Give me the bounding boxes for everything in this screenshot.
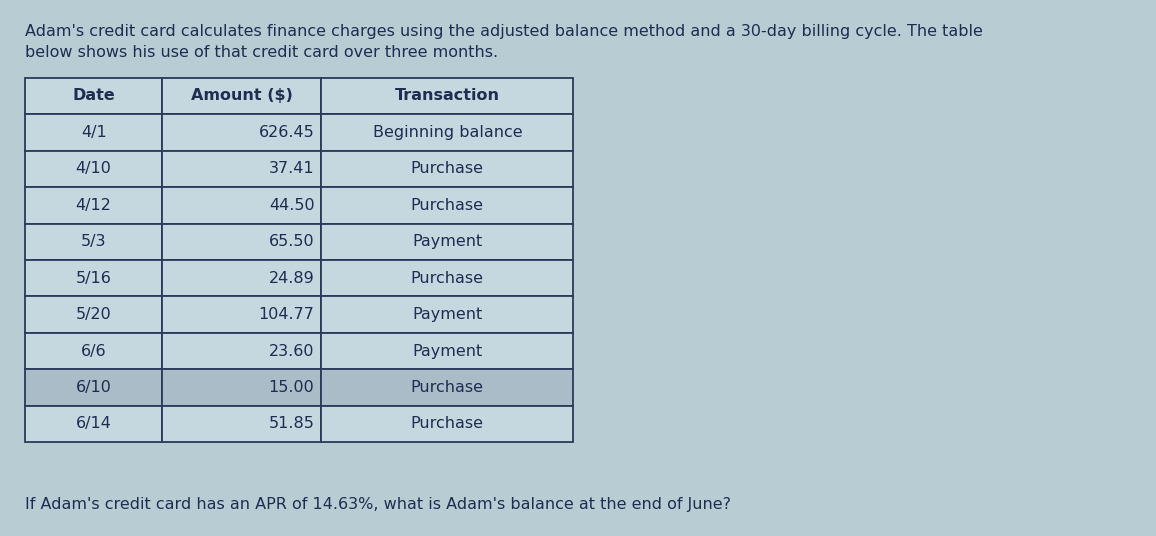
Bar [162,406,321,442]
Text: 5/3: 5/3 [81,234,106,249]
Bar [162,187,321,224]
Bar [321,187,573,224]
Bar [25,369,162,406]
Bar [321,406,573,442]
Bar [25,224,162,260]
Bar [162,224,321,260]
Text: 44.50: 44.50 [269,198,314,213]
Text: 37.41: 37.41 [269,161,314,176]
Text: Purchase: Purchase [410,161,484,176]
Text: 51.85: 51.85 [268,416,314,431]
Text: 6/10: 6/10 [75,380,112,395]
Bar [321,151,573,187]
Text: Purchase: Purchase [410,198,484,213]
Bar [162,333,321,369]
Bar [321,260,573,296]
Bar [162,78,321,114]
Bar [162,114,321,151]
Bar [162,260,321,296]
Bar [25,296,162,333]
Text: 15.00: 15.00 [268,380,314,395]
Text: 4/12: 4/12 [75,198,112,213]
Text: Purchase: Purchase [410,271,484,286]
Text: Purchase: Purchase [410,416,484,431]
Bar [25,333,162,369]
Text: If Adam's credit card has an APR of 14.63%, what is Adam's balance at the end of: If Adam's credit card has an APR of 14.6… [25,497,732,512]
Text: Amount ($): Amount ($) [191,88,292,103]
Text: 4/1: 4/1 [81,125,106,140]
Bar [321,296,573,333]
Text: Payment: Payment [413,307,482,322]
Bar [321,78,573,114]
Text: 626.45: 626.45 [259,125,314,140]
Text: Purchase: Purchase [410,380,484,395]
Bar [25,114,162,151]
Bar [25,151,162,187]
Bar [25,187,162,224]
Bar [162,151,321,187]
Text: 5/20: 5/20 [76,307,111,322]
Text: Date: Date [73,88,114,103]
Bar [162,369,321,406]
Text: 4/10: 4/10 [75,161,112,176]
Text: 24.89: 24.89 [268,271,314,286]
Bar [321,333,573,369]
Text: Payment: Payment [413,344,482,359]
Text: 6/6: 6/6 [81,344,106,359]
Bar [321,369,573,406]
Bar [321,114,573,151]
Bar [25,406,162,442]
Bar [25,78,162,114]
Bar [25,260,162,296]
Text: 5/16: 5/16 [75,271,112,286]
Text: Transaction: Transaction [395,88,499,103]
Bar [162,296,321,333]
Text: 65.50: 65.50 [269,234,314,249]
Text: Beginning balance: Beginning balance [372,125,523,140]
Bar [321,224,573,260]
Text: 104.77: 104.77 [259,307,314,322]
Text: Adam's credit card calculates finance charges using the adjusted balance method : Adam's credit card calculates finance ch… [25,24,984,60]
Text: 6/14: 6/14 [75,416,112,431]
Text: 23.60: 23.60 [269,344,314,359]
Text: Payment: Payment [413,234,482,249]
